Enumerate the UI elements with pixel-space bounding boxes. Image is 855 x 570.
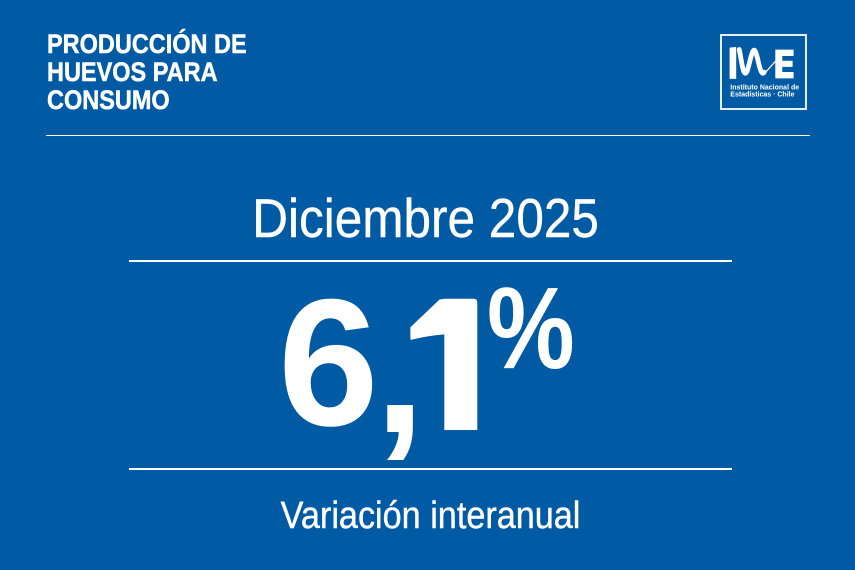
svg-text:Estadísticas · Chile: Estadísticas · Chile [730, 92, 794, 99]
svg-text:Instituto Nacional de: Instituto Nacional de [730, 85, 799, 92]
